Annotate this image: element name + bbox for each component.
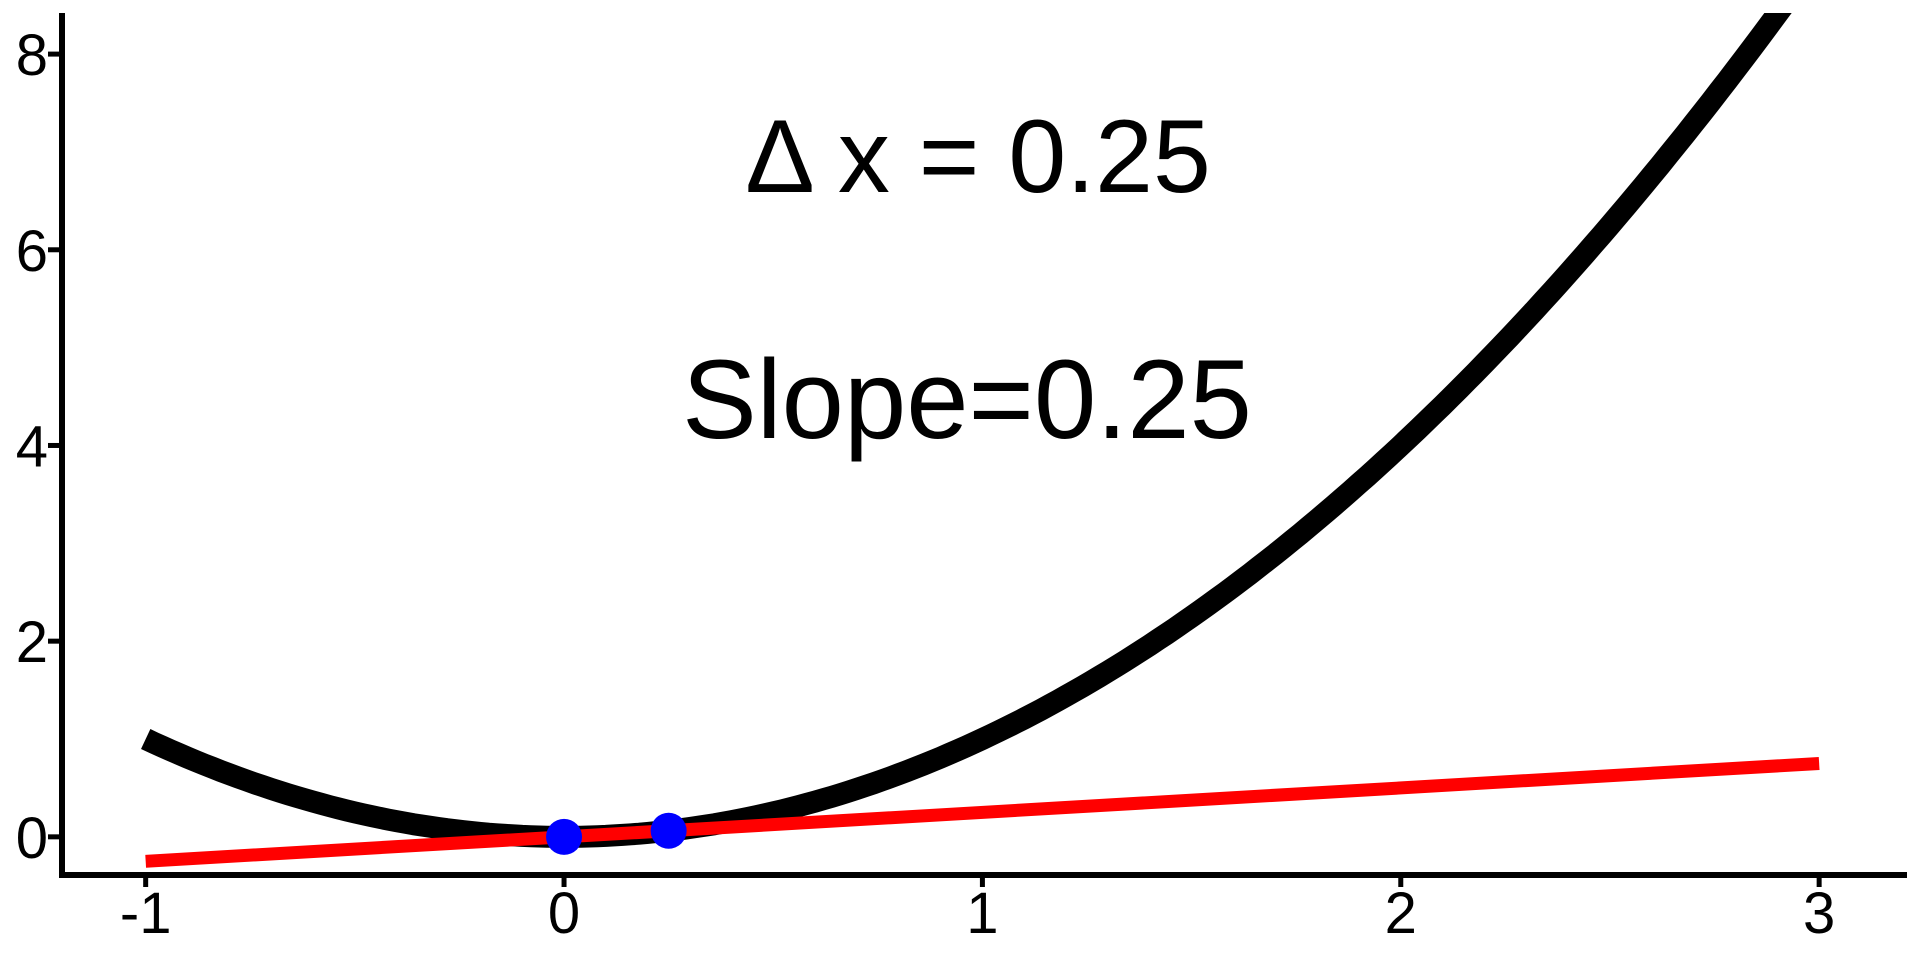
delta-x-annotation: Δ x = 0.25 — [745, 99, 1211, 215]
x-tick-label: -1 — [120, 881, 172, 946]
sample-points — [546, 812, 687, 855]
y-tick-label: 2 — [16, 610, 48, 675]
data-point — [546, 818, 583, 855]
parabola-curve — [141, 13, 1792, 848]
slope-annotation: Slope=0.25 — [682, 337, 1252, 462]
y-tick-label: 4 — [16, 414, 48, 479]
x-tick-label: 0 — [548, 881, 580, 946]
y-tick-label: 8 — [16, 23, 48, 88]
x-tick-label: 3 — [1803, 881, 1835, 946]
x-tick-label: 1 — [966, 881, 998, 946]
secant-line — [145, 756, 1820, 868]
tick-marks-and-labels: -1 0 1 2 3 0 2 4 6 8 — [16, 23, 1836, 946]
plot-area — [141, 13, 1820, 868]
y-tick-label: 0 — [16, 806, 48, 871]
data-point — [650, 812, 687, 849]
x-tick-label: 2 — [1385, 881, 1417, 946]
y-tick-label: 6 — [16, 219, 48, 284]
